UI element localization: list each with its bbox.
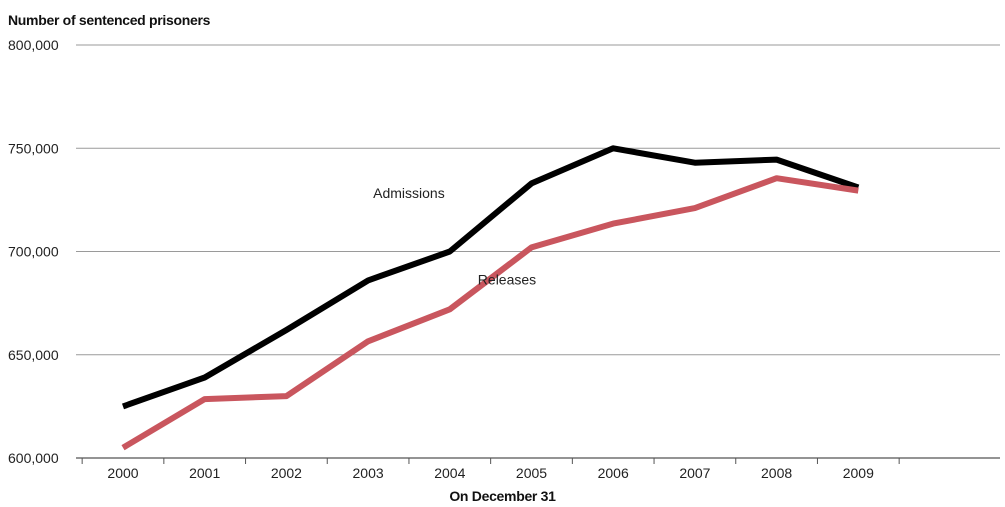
x-tick-label: 2008 [761, 465, 792, 481]
releases-line [121, 175, 859, 451]
y-tick-label: 800,000 [8, 37, 59, 53]
y-axis-title: Number of sentenced prisoners [8, 12, 211, 28]
x-tick-label: 2007 [679, 465, 710, 481]
x-tick-label: 2000 [107, 465, 138, 481]
y-tick-label: 750,000 [8, 140, 59, 156]
x-tick-label: 2009 [843, 465, 874, 481]
x-tick-label: 2001 [189, 465, 220, 481]
y-tick-label: 700,000 [8, 244, 59, 260]
x-tick-label: 2005 [516, 465, 547, 481]
y-tick-label: 600,000 [8, 450, 59, 466]
admissions-line [121, 145, 860, 410]
x-tick-label: 2004 [434, 465, 465, 481]
x-tick-label: 2002 [271, 465, 302, 481]
y-tick-label: 650,000 [8, 347, 59, 363]
series-label: Admissions [373, 185, 445, 201]
x-tick-label: 2006 [598, 465, 629, 481]
series-label: Releases [478, 272, 536, 288]
x-tick-label: 2003 [353, 465, 384, 481]
x-axis-title: On December 31 [449, 488, 556, 504]
